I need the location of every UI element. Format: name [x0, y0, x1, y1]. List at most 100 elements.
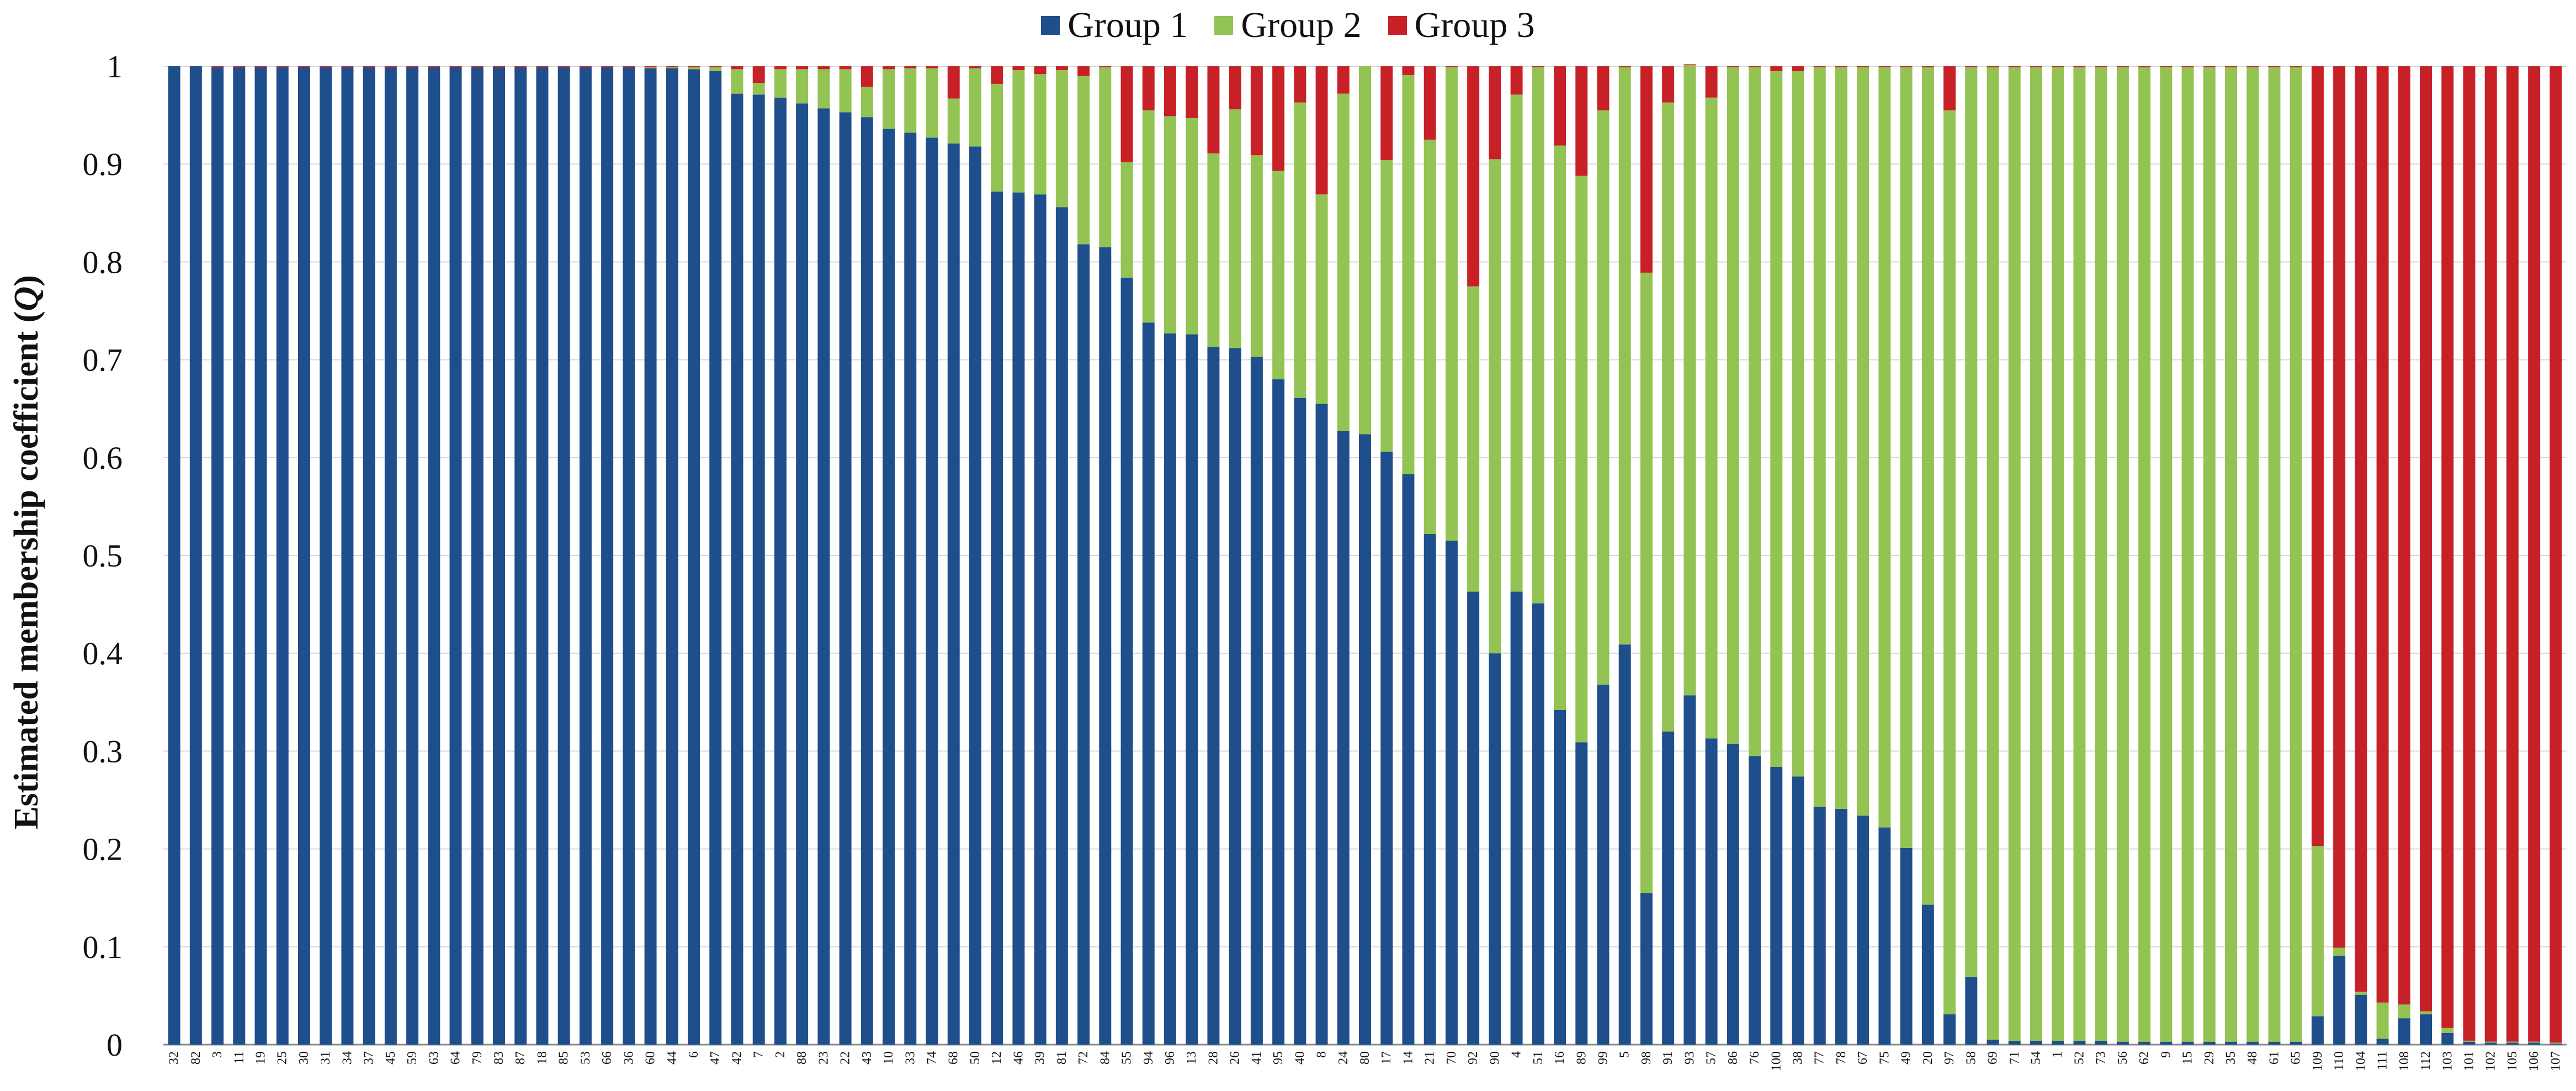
bar-group-1-38 — [1792, 776, 1804, 1045]
x-tick-label: 99 — [1596, 1051, 1610, 1064]
bar-group-1-108 — [2398, 1018, 2410, 1045]
bar-group-3-71 — [2008, 66, 2021, 67]
bar-group-1-44 — [666, 68, 678, 1045]
x-tick-label: 110 — [2332, 1051, 2346, 1071]
bar-group-3-110 — [2333, 66, 2346, 948]
bar-group-3-40 — [1294, 66, 1306, 103]
bar-group-3-102 — [2484, 66, 2497, 1042]
bar-group-1-12 — [991, 191, 1003, 1045]
x-tick-label: 78 — [1834, 1051, 1849, 1064]
bar-group-1-15 — [2181, 1041, 2194, 1045]
bar-group-1-46 — [1012, 192, 1025, 1045]
bar-group-2-106 — [2528, 1041, 2541, 1043]
bar-group-1-10 — [883, 129, 895, 1045]
x-tick-label: 33 — [903, 1051, 917, 1064]
x-tick-label: 1 — [2051, 1051, 2065, 1058]
x-tick-label: 108 — [2397, 1051, 2412, 1071]
bar-group-3-33 — [904, 66, 917, 68]
bar-group-1-64 — [449, 67, 462, 1045]
bar-group-3-38 — [1792, 66, 1804, 71]
x-tick-label: 29 — [2202, 1051, 2217, 1064]
bar-group-2-99 — [1597, 110, 1610, 685]
bar-group-1-85 — [557, 67, 570, 1045]
bar-group-1-36 — [623, 67, 635, 1045]
x-tick-label: 73 — [2094, 1051, 2108, 1064]
bar-group-3-9 — [2160, 66, 2173, 67]
bar-group-3-10 — [883, 66, 895, 70]
bar-group-1-76 — [1749, 756, 1761, 1045]
bar-group-2-29 — [2203, 67, 2216, 1042]
bar-group-1-58 — [1965, 977, 1978, 1045]
bar-group-2-112 — [2420, 1011, 2432, 1015]
bar-group-3-31 — [320, 66, 332, 67]
bar-group-3-46 — [1012, 66, 1025, 71]
bar-group-3-39 — [1034, 66, 1047, 75]
bar-group-2-67 — [1857, 67, 1869, 816]
bar-group-2-86 — [1727, 67, 1739, 744]
bar-group-1-62 — [2138, 1041, 2151, 1045]
legend: Group 1 Group 2 Group 3 — [0, 4, 2576, 46]
bar-group-3-75 — [1878, 66, 1891, 67]
bar-group-1-51 — [1532, 603, 1544, 1045]
bar-group-3-67 — [1857, 66, 1869, 67]
x-tick-label: 44 — [665, 1051, 679, 1064]
bar-group-2-39 — [1034, 74, 1047, 195]
y-tick-label: 0 — [107, 1027, 123, 1063]
bar-group-1-2 — [774, 97, 787, 1045]
x-tick-label: 85 — [557, 1051, 571, 1064]
x-tick-label: 32 — [167, 1051, 182, 1064]
x-tick-label: 91 — [1661, 1051, 1675, 1064]
bar-group-2-7 — [752, 83, 765, 95]
bar-group-3-103 — [2441, 66, 2454, 1028]
bar-group-3-97 — [1943, 66, 1956, 110]
bar-group-2-89 — [1575, 176, 1588, 743]
x-tick-label: 75 — [1877, 1051, 1892, 1064]
bar-group-1-98 — [1640, 893, 1653, 1045]
bar-group-2-43 — [861, 87, 873, 118]
bar-group-2-46 — [1012, 70, 1025, 193]
y-axis-label: Estimated membership coefficient (Q) — [8, 275, 45, 829]
legend-swatch-group-3 — [1388, 16, 1407, 35]
bar-group-1-25 — [276, 67, 289, 1045]
bar-group-1-22 — [839, 112, 852, 1045]
bar-group-2-20 — [1921, 67, 1934, 905]
bar-group-3-23 — [817, 66, 830, 70]
bar-group-3-22 — [839, 66, 852, 70]
bar-group-1-53 — [579, 67, 592, 1045]
bar-group-1-88 — [796, 103, 809, 1045]
x-tick-label: 87 — [513, 1051, 528, 1064]
x-tick-label: 77 — [1813, 1051, 1827, 1064]
bar-group-2-73 — [2095, 67, 2107, 1041]
x-tick-label: 107 — [2548, 1051, 2563, 1071]
bar-group-1-75 — [1878, 827, 1891, 1045]
bar-group-3-45 — [384, 66, 397, 67]
x-tick-label: 60 — [644, 1051, 658, 1064]
bar-group-1-103 — [2441, 1032, 2454, 1045]
x-tick-label: 26 — [1228, 1051, 1242, 1064]
bar-group-1-42 — [731, 93, 743, 1045]
bar-group-2-1 — [2052, 67, 2064, 1041]
bar-group-3-6 — [688, 66, 700, 67]
bar-group-2-16 — [1554, 145, 1566, 710]
bar-group-1-112 — [2420, 1014, 2432, 1045]
bar-group-2-69 — [1987, 67, 1999, 1040]
bar-group-1-37 — [363, 67, 375, 1045]
bar-group-2-84 — [1099, 67, 1112, 247]
legend-item-group-2: Group 2 — [1214, 4, 1362, 46]
bar-group-3-88 — [796, 66, 809, 70]
bar-group-1-81 — [1055, 207, 1068, 1045]
bar-group-1-90 — [1489, 653, 1501, 1045]
bar-group-3-76 — [1749, 66, 1761, 67]
bar-group-1-31 — [320, 67, 332, 1045]
bar-group-3-90 — [1489, 66, 1501, 160]
x-tick-label: 10 — [881, 1051, 896, 1064]
bar-group-2-48 — [2246, 67, 2259, 1042]
bar-group-1-34 — [341, 67, 354, 1045]
bar-group-3-2 — [774, 66, 787, 70]
x-tick-label: 96 — [1163, 1051, 1177, 1064]
bar-group-3-8 — [1315, 66, 1328, 195]
x-tick-label: 109 — [2311, 1051, 2325, 1071]
bar-group-1-16 — [1554, 709, 1566, 1045]
x-tick-label: 14 — [1401, 1051, 1415, 1064]
x-tick-label: 64 — [449, 1051, 463, 1064]
